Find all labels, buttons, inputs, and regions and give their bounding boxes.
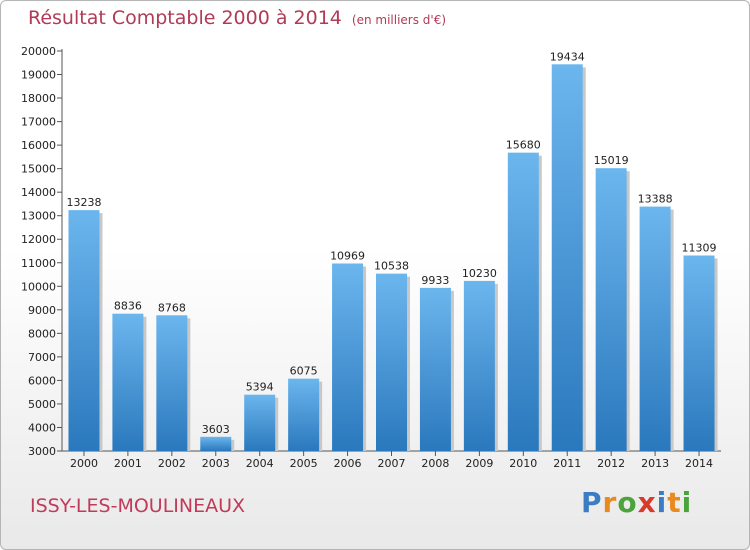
- x-tick-label: 2003: [202, 457, 230, 470]
- bar: [112, 313, 144, 451]
- x-tick-label: 2011: [553, 457, 581, 470]
- chart-unit: (en milliers d'€): [351, 13, 447, 27]
- logo-letter: t: [667, 486, 682, 519]
- bar-value-label: 10538: [374, 260, 409, 273]
- bar-value-label: 19434: [550, 50, 585, 63]
- logo-letter: P: [581, 486, 603, 519]
- y-tick-label: 13000: [21, 210, 56, 223]
- y-tick-label: 12000: [21, 233, 56, 246]
- y-tick-label: 16000: [21, 139, 56, 152]
- x-tick-label: 2009: [465, 457, 493, 470]
- y-tick-label: 10000: [21, 280, 56, 293]
- x-tick-label: 2007: [378, 457, 406, 470]
- chart-title: Résultat Comptable 2000 à 2014 (en millie…: [28, 7, 446, 29]
- bar-value-label: 13238: [66, 196, 101, 209]
- x-tick-label: 2002: [158, 457, 186, 470]
- logo-letter: i: [681, 486, 693, 519]
- bar: [639, 206, 671, 451]
- bar: [595, 168, 627, 451]
- bar: [288, 378, 320, 451]
- bar: [551, 64, 583, 452]
- bar: [419, 287, 451, 451]
- y-tick-label: 20000: [21, 45, 56, 58]
- y-tick-label: 7000: [28, 351, 56, 364]
- bar-value-label: 3603: [202, 423, 230, 436]
- bar: [376, 273, 407, 451]
- x-tick-label: 2004: [246, 457, 274, 470]
- x-tick-label: 2005: [290, 457, 318, 470]
- bar-value-label: 11309: [682, 241, 717, 254]
- x-tick-label: 2012: [597, 457, 625, 470]
- y-tick-label: 18000: [21, 92, 56, 105]
- logo-letter: o: [617, 486, 638, 519]
- x-tick-label: 2001: [114, 457, 142, 470]
- proxiti-logo: Proxiti: [581, 486, 692, 519]
- logo-letter: r: [602, 486, 618, 519]
- bar: [463, 280, 495, 451]
- bar-value-label: 15019: [594, 154, 629, 167]
- x-tick-label: 2014: [685, 457, 713, 470]
- y-tick-label: 6000: [28, 374, 56, 387]
- x-tick-label: 2010: [509, 457, 537, 470]
- bar: [507, 152, 539, 451]
- x-tick-label: 2000: [70, 457, 98, 470]
- place-name: ISSY-LES-MOULINEAUX: [30, 495, 246, 517]
- bar: [200, 436, 232, 451]
- bar-value-label: 13388: [638, 193, 673, 206]
- bar-value-label: 10230: [462, 267, 497, 280]
- x-tick-label: 2013: [641, 457, 669, 470]
- y-tick-label: 19000: [21, 69, 56, 82]
- bar: [683, 255, 715, 451]
- chart-title-text: Résultat Comptable 2000 à 2014: [28, 7, 342, 29]
- bar: [332, 263, 364, 451]
- y-tick-label: 5000: [28, 398, 56, 411]
- bar-value-label: 15680: [506, 139, 541, 152]
- bar: [68, 210, 100, 451]
- logo-letter: x: [637, 486, 657, 519]
- bar-value-label: 5394: [246, 381, 274, 394]
- y-tick-label: 17000: [21, 116, 56, 129]
- x-tick-label: 2006: [334, 457, 362, 470]
- y-tick-label: 9000: [28, 304, 56, 317]
- bar-value-label: 10969: [330, 249, 365, 262]
- logo-letter: i: [656, 486, 668, 519]
- bar-value-label: 9933: [421, 274, 449, 287]
- y-tick-label: 4000: [28, 421, 56, 434]
- y-tick-label: 11000: [21, 257, 56, 270]
- y-tick-label: 8000: [28, 327, 56, 340]
- y-tick-label: 14000: [21, 186, 56, 199]
- y-tick-label: 3000: [28, 445, 56, 458]
- x-tick-label: 2008: [421, 457, 449, 470]
- y-tick-label: 15000: [21, 163, 56, 176]
- bar: [156, 315, 188, 451]
- bar-value-label: 8768: [158, 301, 186, 314]
- bar-value-label: 8836: [114, 300, 142, 313]
- bar-value-label: 6075: [290, 365, 318, 378]
- bar: [244, 394, 276, 451]
